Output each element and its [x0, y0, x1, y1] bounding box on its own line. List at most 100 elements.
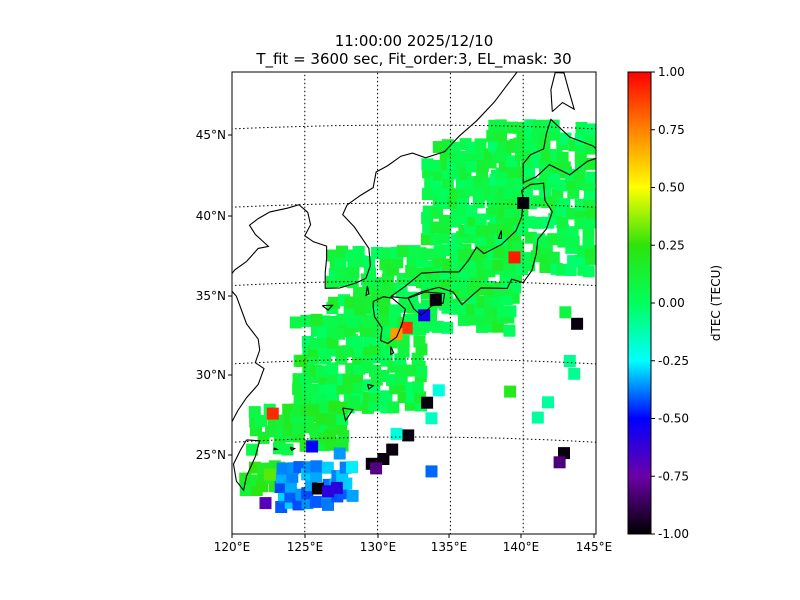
dtec-cell	[458, 248, 470, 261]
dtec-cell	[547, 233, 560, 246]
coastline	[390, 182, 553, 306]
dtec-cell	[503, 186, 516, 199]
dtec-cell	[547, 251, 560, 264]
dtec-cell	[295, 354, 308, 367]
dtec-cell	[263, 468, 276, 481]
latitude-tick-labels: 25°N 30°N 35°N 40°N 45°N	[196, 128, 232, 462]
dtec-cell	[487, 221, 500, 234]
dtec-cell	[248, 406, 261, 419]
dtec-cell	[274, 481, 287, 493]
dtec-cell	[284, 480, 297, 493]
dtec-cell	[309, 495, 322, 508]
dtec-cell	[335, 422, 348, 435]
dtec-data-layer	[239, 119, 596, 513]
dtec-cell	[495, 149, 508, 162]
graticule-layer	[232, 72, 596, 534]
dtec-cell	[492, 246, 505, 259]
dtec-cell	[559, 306, 572, 319]
colorbar-label: dTEC (TECU)	[709, 265, 723, 341]
map-frame	[231, 71, 597, 535]
dtec-cell	[496, 224, 509, 237]
dtec-cell	[513, 121, 526, 134]
dtec-cell	[421, 188, 434, 201]
dtec-cell	[388, 304, 401, 317]
dtec-cell	[310, 460, 323, 473]
dtec-cell	[344, 296, 357, 309]
dtec-cell	[439, 214, 451, 227]
dtec-cell	[574, 217, 587, 230]
coastline	[232, 439, 261, 492]
dtec-cell	[370, 462, 383, 475]
longitude-tick-label: 125°E	[287, 540, 324, 554]
coastline	[321, 304, 334, 311]
dtec-cell	[255, 414, 267, 427]
dtec-cell	[556, 216, 569, 229]
coastline	[273, 447, 280, 451]
dtec-cell	[582, 265, 595, 278]
dtec-cell	[400, 321, 413, 334]
dtec-cell	[563, 355, 576, 367]
coastline	[390, 346, 395, 356]
dtec-cell	[292, 382, 305, 395]
dtec-cell	[390, 328, 403, 341]
dtec-cell	[334, 256, 347, 269]
parallel-gridline	[232, 280, 596, 287]
dtec-cell	[322, 485, 335, 498]
dtec-cell	[425, 465, 438, 478]
dtec-cell	[415, 365, 428, 378]
dtec-cell	[276, 462, 289, 475]
parallel-gridline	[232, 436, 596, 443]
dtec-cell	[289, 316, 302, 329]
dtec-cell	[421, 248, 434, 261]
coastline	[522, 118, 596, 184]
dtec-cell	[542, 396, 554, 409]
dtec-cell	[472, 196, 485, 209]
coastline	[497, 230, 502, 239]
dtec-cell	[495, 128, 507, 141]
coastline	[232, 260, 265, 423]
dtec-cell	[346, 489, 359, 502]
dtec-cell	[348, 395, 361, 408]
dtec-cell	[404, 364, 417, 377]
dtec-cell	[506, 196, 518, 209]
dtec-cell	[506, 121, 519, 134]
coastline	[366, 383, 375, 390]
dtec-cell	[508, 251, 521, 264]
dtec-cell	[448, 167, 461, 180]
dtec-cell	[449, 302, 461, 315]
dtec-cell	[321, 461, 334, 474]
dtec-cell	[432, 384, 445, 397]
dtec-cell	[316, 326, 329, 339]
dtec-cell	[394, 362, 407, 375]
dtec-cell	[500, 293, 513, 305]
dtec-cell	[369, 343, 382, 356]
coastline	[407, 291, 446, 317]
dtec-cell	[583, 188, 596, 201]
dtec-cell	[315, 365, 328, 378]
coastline	[289, 446, 296, 452]
dtec-cell	[582, 226, 595, 239]
dtec-cell	[411, 381, 424, 394]
dtec-cell	[538, 158, 551, 171]
dtec-cell	[282, 424, 295, 437]
dtec-cell	[586, 207, 596, 220]
colorbar-tick-label: 0.75	[658, 123, 685, 137]
dtec-cell	[361, 295, 374, 308]
dtec-cell	[310, 470, 323, 482]
colorbar-tick-label: 0.50	[658, 181, 685, 195]
dtec-cell	[437, 231, 450, 244]
dtec-cell	[431, 320, 444, 333]
dtec-cell	[584, 157, 596, 170]
dtec-cell	[558, 447, 570, 460]
dtec-cell	[531, 216, 544, 229]
dtec-cell	[585, 142, 596, 155]
dtec-cell	[571, 317, 584, 330]
coastline	[246, 72, 518, 289]
chart-title-line1: 11:00:00 2025/12/10	[335, 32, 494, 50]
dtec-cell	[455, 177, 468, 190]
coastline	[365, 285, 370, 297]
dtec-cell	[306, 440, 319, 453]
coastline	[342, 407, 354, 422]
map-area	[231, 71, 597, 535]
